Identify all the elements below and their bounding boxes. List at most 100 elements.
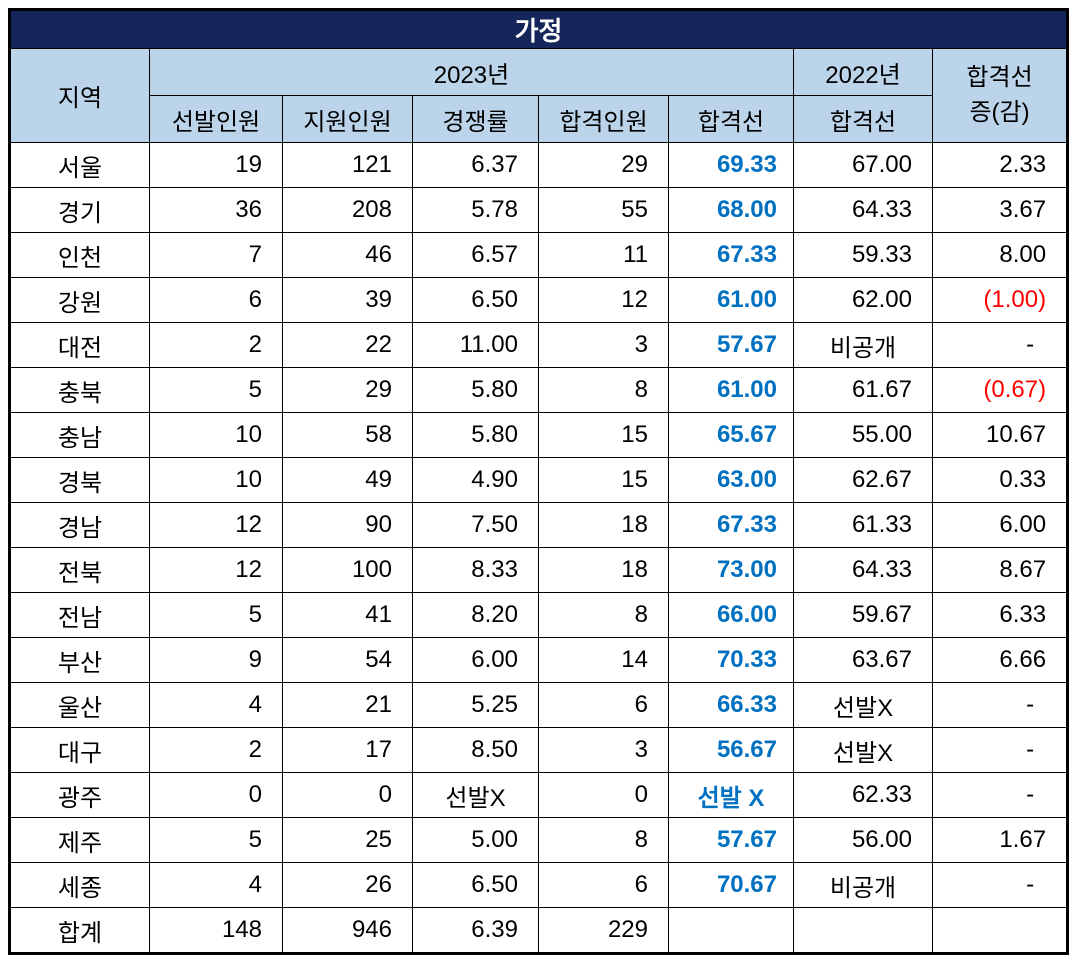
cell-cutoff-2023: 61.00 [668,367,794,413]
cell-diff: 6.66 [931,637,1069,683]
cell-diff: 2.33 [931,142,1069,188]
cell-selected: 148 [149,907,283,954]
cell-cutoff-2023: 57.67 [668,817,794,863]
cell-ratio: 5.80 [412,412,539,458]
cell-applied: 25 [282,817,413,863]
cell-region: 경북 [9,457,150,503]
cell-passed: 15 [538,457,669,503]
cell-cutoff-2022: 62.33 [793,772,933,818]
cell-applied: 26 [282,862,413,908]
cell-passed: 12 [538,277,669,323]
table-row: 대전 2 22 11.00 3 57.67 비공개 - [9,322,1069,368]
cell-region: 울산 [9,682,150,728]
cell-cutoff-2023: 67.33 [668,502,794,548]
cell-applied: 58 [282,412,413,458]
cell-diff: - [931,682,1069,728]
cell-ratio: 선발X [412,772,539,818]
cell-selected: 7 [149,232,283,278]
cell-passed: 0 [538,772,669,818]
table-title: 가정 [8,9,1069,49]
cell-diff: - [931,322,1069,368]
cell-diff: 10.67 [931,412,1069,458]
cell-selected: 5 [149,367,283,413]
cell-cutoff-2023: 70.33 [668,637,794,683]
cell-cutoff-2022: 55.00 [793,412,933,458]
cell-cutoff-2022: 59.67 [793,592,933,638]
table-header: 가정 지역 2023년 2022년 합격선 증(감) 선발인원 지원인원 경쟁률 … [8,9,1069,143]
cell-cutoff-2023: 68.00 [668,187,794,233]
table-row: 합계 148 946 6.39 229 [9,907,1069,954]
cell-passed: 29 [538,142,669,188]
cell-passed: 3 [538,322,669,368]
table-row: 광주 0 0 선발X 0 선발 X 62.33- [9,772,1069,818]
cell-cutoff-2023: 69.33 [668,142,794,188]
cell-passed: 6 [538,862,669,908]
cell-cutoff-2023: 63.00 [668,457,794,503]
cell-region: 합계 [9,907,150,954]
cell-diff: 6.00 [931,502,1069,548]
cell-region: 경남 [9,502,150,548]
cell-passed: 18 [538,547,669,593]
table-row: 경남 12 90 7.50 18 67.33 61.33 6.00 [9,502,1069,548]
cell-cutoff-2022: 64.33 [793,187,933,233]
header-row-sub: 선발인원 지원인원 경쟁률 합격인원 합격선 합격선 [10,95,1068,143]
cell-cutoff-2022: 61.33 [793,502,933,548]
table-row: 충북 5 29 5.80 8 61.00 61.67 (0.67) [9,367,1069,413]
cell-region: 충북 [9,367,150,413]
cell-ratio: 4.90 [412,457,539,503]
cell-cutoff-2023: 56.67 [668,727,794,773]
cell-cutoff-2023: 70.67 [668,862,794,908]
cell-cutoff-2022: 선발X [793,727,933,773]
cell-region: 경기 [9,187,150,233]
cell-diff: 6.33 [931,592,1069,638]
cell-applied: 22 [282,322,413,368]
table-row: 강원 6 39 6.50 12 61.00 62.00 (1.00) [9,277,1069,323]
cell-cutoff-2023: 57.67 [668,322,794,368]
cell-applied: 121 [282,142,413,188]
table-row: 경북 10 49 4.90 15 63.00 62.67 0.33 [9,457,1069,503]
cell-selected: 2 [149,727,283,773]
cell-region: 전남 [9,592,150,638]
cell-passed: 8 [538,817,669,863]
cell-applied: 41 [282,592,413,638]
cell-applied: 39 [282,277,413,323]
col-header-region: 지역 [9,48,150,143]
cell-applied: 0 [282,772,413,818]
cell-diff: 8.67 [931,547,1069,593]
cell-cutoff-2022: 선발X [793,682,933,728]
cell-ratio: 5.80 [412,367,539,413]
cell-cutoff-2022: 63.67 [793,637,933,683]
cell-diff: 3.67 [931,187,1069,233]
cell-region: 인천 [9,232,150,278]
table-body: 서울 19 121 6.37 29 69.33 67.00 2.33 경기 36 208 5.78 55… [9,142,1069,954]
cell-cutoff-2023: 66.00 [668,592,794,638]
cell-applied: 208 [282,187,413,233]
cell-selected: 10 [149,412,283,458]
cell-applied: 46 [282,232,413,278]
col-header-diff: 합격선 증(감) [931,48,1069,143]
cell-cutoff-2022: 61.67 [793,367,933,413]
table-row: 전남 5 41 8.20 8 66.00 59.67 6.33 [9,592,1069,638]
cell-ratio: 5.00 [412,817,539,863]
cell-ratio: 6.39 [412,907,539,954]
cell-region: 강원 [9,277,150,323]
cell-diff: 1.67 [931,817,1069,863]
cell-ratio: 11.00 [412,322,539,368]
cell-selected: 5 [149,817,283,863]
cell-diff [931,907,1069,954]
table-row: 충남 10 58 5.80 15 65.67 55.00 10.67 [9,412,1069,458]
table-row: 세종 4 26 6.50 6 70.67 비공개 - [9,862,1069,908]
col-header-ratio: 경쟁률 [412,95,539,143]
cell-diff: - [931,772,1069,818]
table-row: 인천 7 46 6.57 11 67.33 59.33 8.00 [9,232,1069,278]
table-row: 대구 2 17 8.50 3 56.67 선발X - [9,727,1069,773]
cell-cutoff-2022: 59.33 [793,232,933,278]
cell-cutoff-2023 [668,907,794,954]
table-row: 경기 36 208 5.78 55 68.00 64.33 3.67 [9,187,1069,233]
cell-applied: 17 [282,727,413,773]
cell-ratio: 6.57 [412,232,539,278]
col-header-passed: 합격인원 [538,95,669,143]
cell-region: 대구 [9,727,150,773]
col-header-applied: 지원인원 [282,95,413,143]
